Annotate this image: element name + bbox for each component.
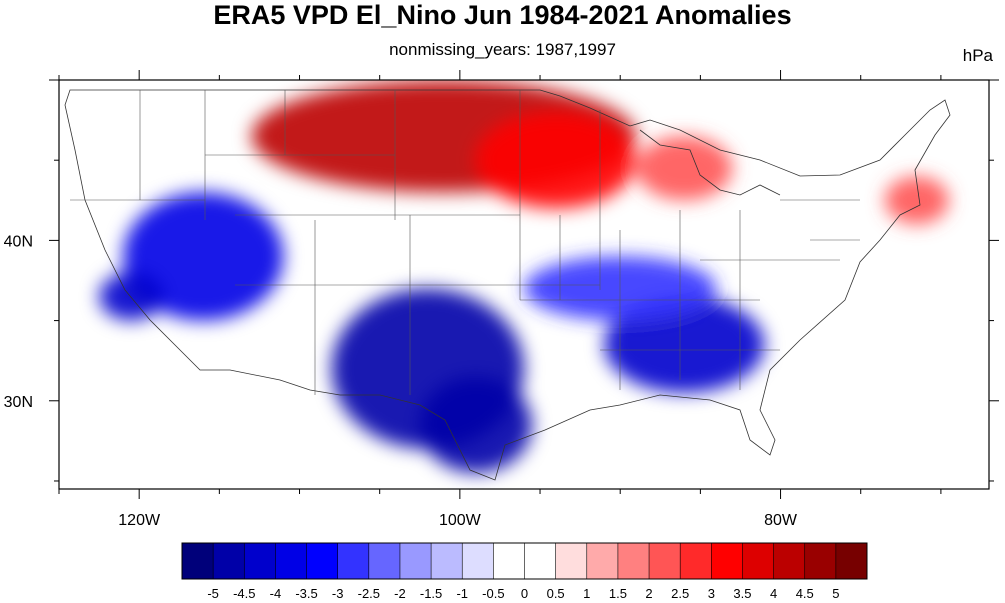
colorbar-label: -4.5 <box>233 586 255 601</box>
colorbar-swatch <box>462 543 494 579</box>
anomaly-region-southeast-negative <box>604 296 765 393</box>
anomaly-region-new-england-positive <box>884 176 949 225</box>
colorbar-label: 4 <box>770 586 777 601</box>
colorbar-swatch <box>244 543 276 579</box>
colorbar-label: -0.5 <box>482 586 504 601</box>
map-title: ERA5 VPD El_Nino Jun 1984-2021 Anomalies <box>213 0 792 30</box>
plot-frame <box>58 79 990 490</box>
great-lakes-outline <box>639 129 781 196</box>
conus-coastline <box>64 89 951 481</box>
anomaly-region-california-negative <box>99 272 164 321</box>
colorbar-swatch <box>649 543 681 579</box>
colorbar-swatch <box>493 543 525 579</box>
colorbar-label: -4 <box>270 586 282 601</box>
colorbar-swatch <box>306 543 338 579</box>
colorbar-label: -5 <box>207 586 219 601</box>
colorbar-label: -1.5 <box>420 586 442 601</box>
colorbar-swatch <box>524 543 556 579</box>
colorbar-label: 0 <box>521 586 528 601</box>
colorbar-label: -2.5 <box>358 586 380 601</box>
colorbar-label: -3 <box>332 586 344 601</box>
colorbar-label: 4.5 <box>796 586 814 601</box>
colorbar-swatch <box>368 543 401 579</box>
colorbar-label: 0.5 <box>547 586 565 601</box>
lon-tick-label: 100W <box>439 512 482 529</box>
map-subtitle: nonmissing_years: 1987,1997 <box>389 40 616 59</box>
colorbar: -5 -4.5 -4 -3.5 -3 -2.5 -2 -1.5 -1 -0.5 0 0.5 1 1.5 2 2… <box>181 542 868 601</box>
colorbar-swatch <box>586 543 619 579</box>
colorbar-label: 3.5 <box>733 586 751 601</box>
axis-ticks: 120W 100W 80W 40N 30N <box>4 70 999 529</box>
colorbar-label: 5 <box>832 586 839 601</box>
lat-tick-label: 40N <box>4 233 33 250</box>
colorbar-swatch <box>804 543 837 579</box>
colorbar-label: 2.5 <box>671 586 689 601</box>
colorbar-label: -2 <box>394 586 406 601</box>
colorbar-label: 3 <box>708 586 715 601</box>
colorbar-swatch <box>213 543 245 579</box>
units-label: hPa <box>962 46 993 65</box>
colorbar-swatch <box>399 543 432 579</box>
anomaly-region-great-lakes-positive <box>636 136 733 201</box>
colorbar-label: 2 <box>645 586 652 601</box>
colorbar-swatch <box>711 543 743 579</box>
colorbar-swatch <box>617 543 650 579</box>
colorbar-label: -3.5 <box>295 586 317 601</box>
colorbar-label: -1 <box>456 586 468 601</box>
anomaly-region-dakotas-minnesota-positive <box>475 112 637 209</box>
colorbar-swatch <box>431 543 463 579</box>
colorbar-swatch <box>337 543 370 579</box>
colorbar-label: 1 <box>583 586 590 601</box>
colorbar-swatch <box>773 543 806 579</box>
anomaly-region-texas-negative <box>419 376 533 473</box>
colorbar-swatch <box>835 543 868 579</box>
lon-tick-label: 120W <box>118 512 161 529</box>
colorbar-swatch <box>275 543 307 579</box>
us-outline <box>64 89 951 481</box>
plot-area <box>59 80 989 489</box>
lat-tick-label: 30N <box>4 394 33 411</box>
colorbar-swatch <box>680 543 712 579</box>
colorbar-swatch <box>182 543 214 579</box>
colorbar-swatch <box>555 543 588 579</box>
colorbar-swatch <box>742 543 774 579</box>
state-borders <box>70 90 860 395</box>
lon-tick-label: 80W <box>764 512 798 529</box>
colorbar-label: 1.5 <box>609 586 627 601</box>
anomaly-region-great-basin-negative <box>123 192 284 321</box>
